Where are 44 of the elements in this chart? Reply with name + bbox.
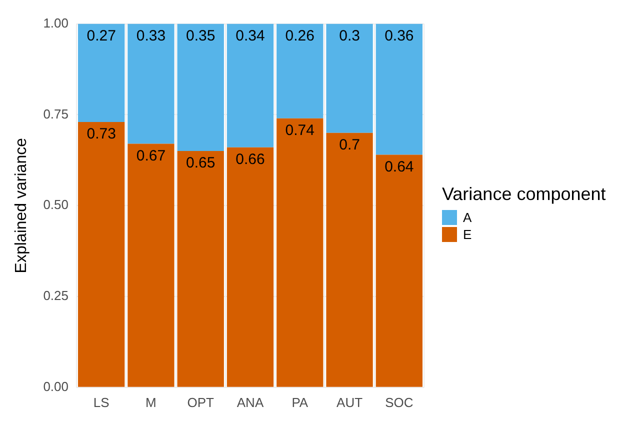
data-label: 0.66: [236, 151, 265, 168]
data-label: 0.67: [136, 147, 166, 164]
y-axis-title: Explained variance: [13, 138, 30, 274]
data-label: 0.33: [136, 27, 166, 44]
y-tick-label: 1.00: [43, 15, 68, 30]
y-tick-label: 0.25: [43, 288, 68, 304]
x-tick-label: AUT: [336, 394, 363, 410]
data-label: 0.34: [236, 27, 265, 44]
data-label: 0.64: [384, 158, 414, 176]
y-tick-label: 0.50: [43, 197, 68, 212]
legend-label: A: [463, 210, 472, 225]
bar: [226, 147, 274, 387]
x-tick-label: M: [146, 394, 156, 410]
x-tick-label: ANA: [236, 394, 264, 410]
x-tick-label: PA: [292, 394, 308, 410]
bar: [128, 144, 174, 387]
y-tick-label: 0.00: [43, 378, 68, 394]
data-label: 0.26: [285, 27, 314, 44]
bar: [326, 24, 373, 133]
bar: [78, 122, 125, 387]
data-label: 0.65: [186, 154, 216, 172]
data-label: 0.73: [86, 126, 116, 143]
x-tick-label: LS: [93, 394, 110, 410]
data-label: 0.35: [186, 27, 216, 44]
data-label: 0.74: [285, 122, 314, 139]
bar: [326, 132, 373, 387]
bar: [226, 24, 274, 148]
x-tick-label: SOC: [385, 394, 414, 410]
legend-label: E: [463, 227, 472, 242]
legend-title: Variance component: [442, 184, 606, 205]
data-label: 0.3: [339, 27, 360, 44]
bar: [276, 24, 324, 118]
bar: [376, 154, 423, 387]
bar: [78, 24, 125, 122]
bar: [276, 118, 324, 387]
bar: [128, 24, 174, 144]
x-tick-label: OPT: [187, 394, 214, 410]
bar: [177, 151, 224, 387]
data-label: 0.7: [339, 136, 360, 154]
bar: [177, 24, 224, 152]
bar: [376, 24, 423, 155]
data-label: 0.36: [384, 27, 414, 44]
data-label: 0.27: [86, 27, 116, 44]
y-tick-label: 0.75: [43, 106, 68, 122]
